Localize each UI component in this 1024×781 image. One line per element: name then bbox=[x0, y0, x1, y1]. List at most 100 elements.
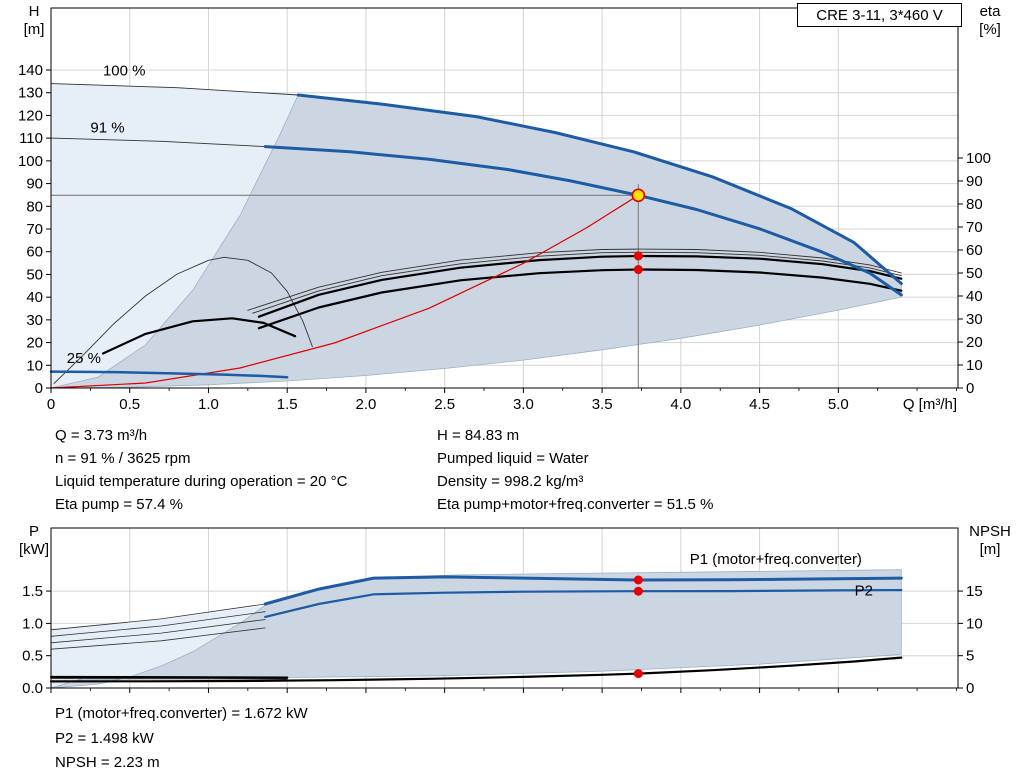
y-right-tick-label: 0 bbox=[966, 380, 974, 397]
y-right-tick-label: 80 bbox=[966, 196, 983, 213]
pump-type-box: CRE 3-11, 3*460 V bbox=[797, 3, 962, 27]
p1-point bbox=[633, 575, 643, 585]
qh-curve-100pct-thin bbox=[50, 83, 299, 96]
result-p2: P2 = 1.498 kW bbox=[55, 729, 154, 747]
y-left-tick-label: 40 bbox=[26, 289, 43, 306]
x-tick-label: 3.5 bbox=[592, 396, 613, 413]
system-curve bbox=[50, 194, 639, 389]
x-tick-label: 4.0 bbox=[670, 396, 691, 413]
y-left-tick-label: 0 bbox=[35, 380, 43, 397]
y-left-tick-label: 0.5 bbox=[22, 648, 43, 665]
pump-type-label: CRE 3-11, 3*460 V bbox=[816, 6, 943, 24]
p-fan-4 bbox=[50, 603, 266, 631]
result-density: Density = 998.2 kg/m³ bbox=[437, 473, 584, 490]
p-fan-1 bbox=[50, 627, 266, 650]
y-left-tick-label: 10 bbox=[26, 357, 43, 374]
x-tick-label: 5.0 bbox=[828, 396, 849, 413]
x-tick-label: 3.0 bbox=[513, 396, 534, 413]
x-tick-label: 2.0 bbox=[356, 396, 377, 413]
power-envelope-light bbox=[51, 605, 266, 688]
eta-curve-thin-2 bbox=[247, 248, 902, 311]
result-eta-total: Eta pump+motor+freq.converter = 51.5 % bbox=[437, 496, 714, 513]
y-right-axis-title: NPSH bbox=[969, 523, 1011, 540]
p-fan-2 bbox=[50, 619, 266, 644]
y-left-tick-label: 60 bbox=[26, 244, 43, 261]
y-right-axis-unit: [m] bbox=[980, 541, 1001, 558]
x-axis-title: Q [m³/h] bbox=[903, 396, 957, 413]
y-left-axis-title: H bbox=[29, 3, 40, 20]
x-tick-label: 1.0 bbox=[198, 396, 219, 413]
result-eta-pump: Eta pump = 57.4 % bbox=[55, 496, 183, 513]
label-25pct: 25 % bbox=[67, 350, 101, 367]
p-curve-25pct bbox=[49, 675, 289, 679]
y-left-tick-label: 1.0 bbox=[22, 615, 43, 632]
label-p2: P2 bbox=[855, 583, 873, 600]
y-right-tick-label: 15 bbox=[966, 583, 983, 600]
npsh-curve bbox=[49, 656, 903, 683]
y-left-axis-unit: [m] bbox=[24, 21, 45, 38]
p2-point bbox=[633, 586, 643, 596]
result-speed: n = 91 % / 3625 rpm bbox=[55, 450, 191, 467]
qh-curve-25pct bbox=[49, 370, 289, 379]
result-liquid-temperature: Liquid temperature during operation = 20… bbox=[55, 473, 348, 490]
x-tick-label: 4.5 bbox=[749, 396, 770, 413]
y-right-tick-label: 100 bbox=[966, 150, 991, 167]
result-flow: Q = 3.73 m³/h bbox=[55, 427, 148, 444]
y-right-tick-label: 10 bbox=[966, 615, 983, 632]
y-right-tick-label: 0 bbox=[966, 680, 974, 697]
duty-results-left-column: Q = 3.73 m³/h n = 91 % / 3625 rpm Liquid… bbox=[55, 424, 437, 516]
y-right-tick-label: 40 bbox=[966, 288, 983, 305]
qh-curve-100pct bbox=[296, 93, 903, 285]
y-right-tick-label: 10 bbox=[966, 357, 983, 374]
qh-curve-91pct-thin bbox=[50, 137, 266, 148]
y-left-tick-label: 80 bbox=[26, 198, 43, 215]
duty-point bbox=[631, 188, 646, 203]
result-p1: P1 (motor+freq.converter) = 1.672 kW bbox=[55, 705, 308, 722]
x-tick-label: 0 bbox=[47, 396, 55, 413]
y-right-tick-label: 90 bbox=[966, 173, 983, 190]
qh-eta-chart: 0 10 20 30 40 50 60 70 80 90 100 110 120 130 140 0 10 20 3… bbox=[18, 3, 1002, 413]
p1-curve bbox=[263, 575, 903, 606]
eta-total-curve bbox=[257, 268, 903, 330]
y-left-tick-label: 1.5 bbox=[22, 583, 43, 600]
y-left-tick-label: 100 bbox=[18, 153, 43, 170]
speed-envelope-light bbox=[51, 83, 299, 388]
y-left-tick-label: 130 bbox=[18, 85, 43, 102]
power-npsh-chart: 0.0 0.5 1.0 1.5 0 5 10 15 P[kW] NPSH[m] P1 (motor+… bbox=[19, 523, 1011, 697]
y-left-tick-label: 90 bbox=[26, 176, 43, 193]
p2-curve bbox=[264, 589, 903, 618]
y-left-tick-label: 50 bbox=[26, 266, 43, 283]
result-head: H = 84.83 m bbox=[437, 427, 520, 444]
y-left-tick-label: 30 bbox=[26, 312, 43, 329]
y-left-tick-label: 20 bbox=[26, 335, 43, 352]
eta-pump-point bbox=[633, 251, 643, 261]
label-p1: P1 (motor+freq.converter) bbox=[690, 551, 862, 568]
power-results: P1 (motor+freq.converter) = 1.672 kW P2 … bbox=[55, 702, 308, 776]
label-91pct: 91 % bbox=[90, 119, 124, 136]
eta-total-point bbox=[633, 265, 643, 275]
duty-point-results: Q = 3.73 m³/h n = 91 % / 3625 rpm Liquid… bbox=[55, 424, 713, 516]
y-left-tick-label: 70 bbox=[26, 221, 43, 238]
y-right-tick-label: 5 bbox=[966, 648, 974, 665]
y-right-tick-label: 70 bbox=[966, 219, 983, 236]
label-100pct: 100 % bbox=[103, 63, 146, 80]
y-left-tick-label: 0.0 bbox=[22, 680, 43, 697]
y-right-axis-unit: [%] bbox=[979, 21, 1001, 38]
x-tick-label: 0.5 bbox=[119, 396, 140, 413]
power-envelope bbox=[50, 569, 902, 689]
npsh-point bbox=[633, 669, 643, 679]
eta-pump-curve bbox=[257, 254, 903, 318]
x-tick-label: 2.5 bbox=[434, 396, 455, 413]
y-left-axis-title: P bbox=[29, 523, 39, 540]
result-pumped-liquid: Pumped liquid = Water bbox=[437, 450, 589, 467]
x-tick-label: 1.5 bbox=[277, 396, 298, 413]
y-right-axis-title: eta bbox=[980, 3, 1002, 20]
y-right-tick-label: 30 bbox=[966, 311, 983, 328]
duty-results-right-column: H = 84.83 m Pumped liquid = Water Densit… bbox=[437, 424, 713, 516]
y-left-tick-label: 110 bbox=[19, 130, 43, 147]
y-left-axis-unit: [kW] bbox=[19, 541, 49, 558]
result-npsh: NPSH = 2.23 m bbox=[55, 754, 160, 771]
p-fan-3 bbox=[50, 611, 266, 637]
eta-curve-thin-1 bbox=[252, 251, 902, 314]
